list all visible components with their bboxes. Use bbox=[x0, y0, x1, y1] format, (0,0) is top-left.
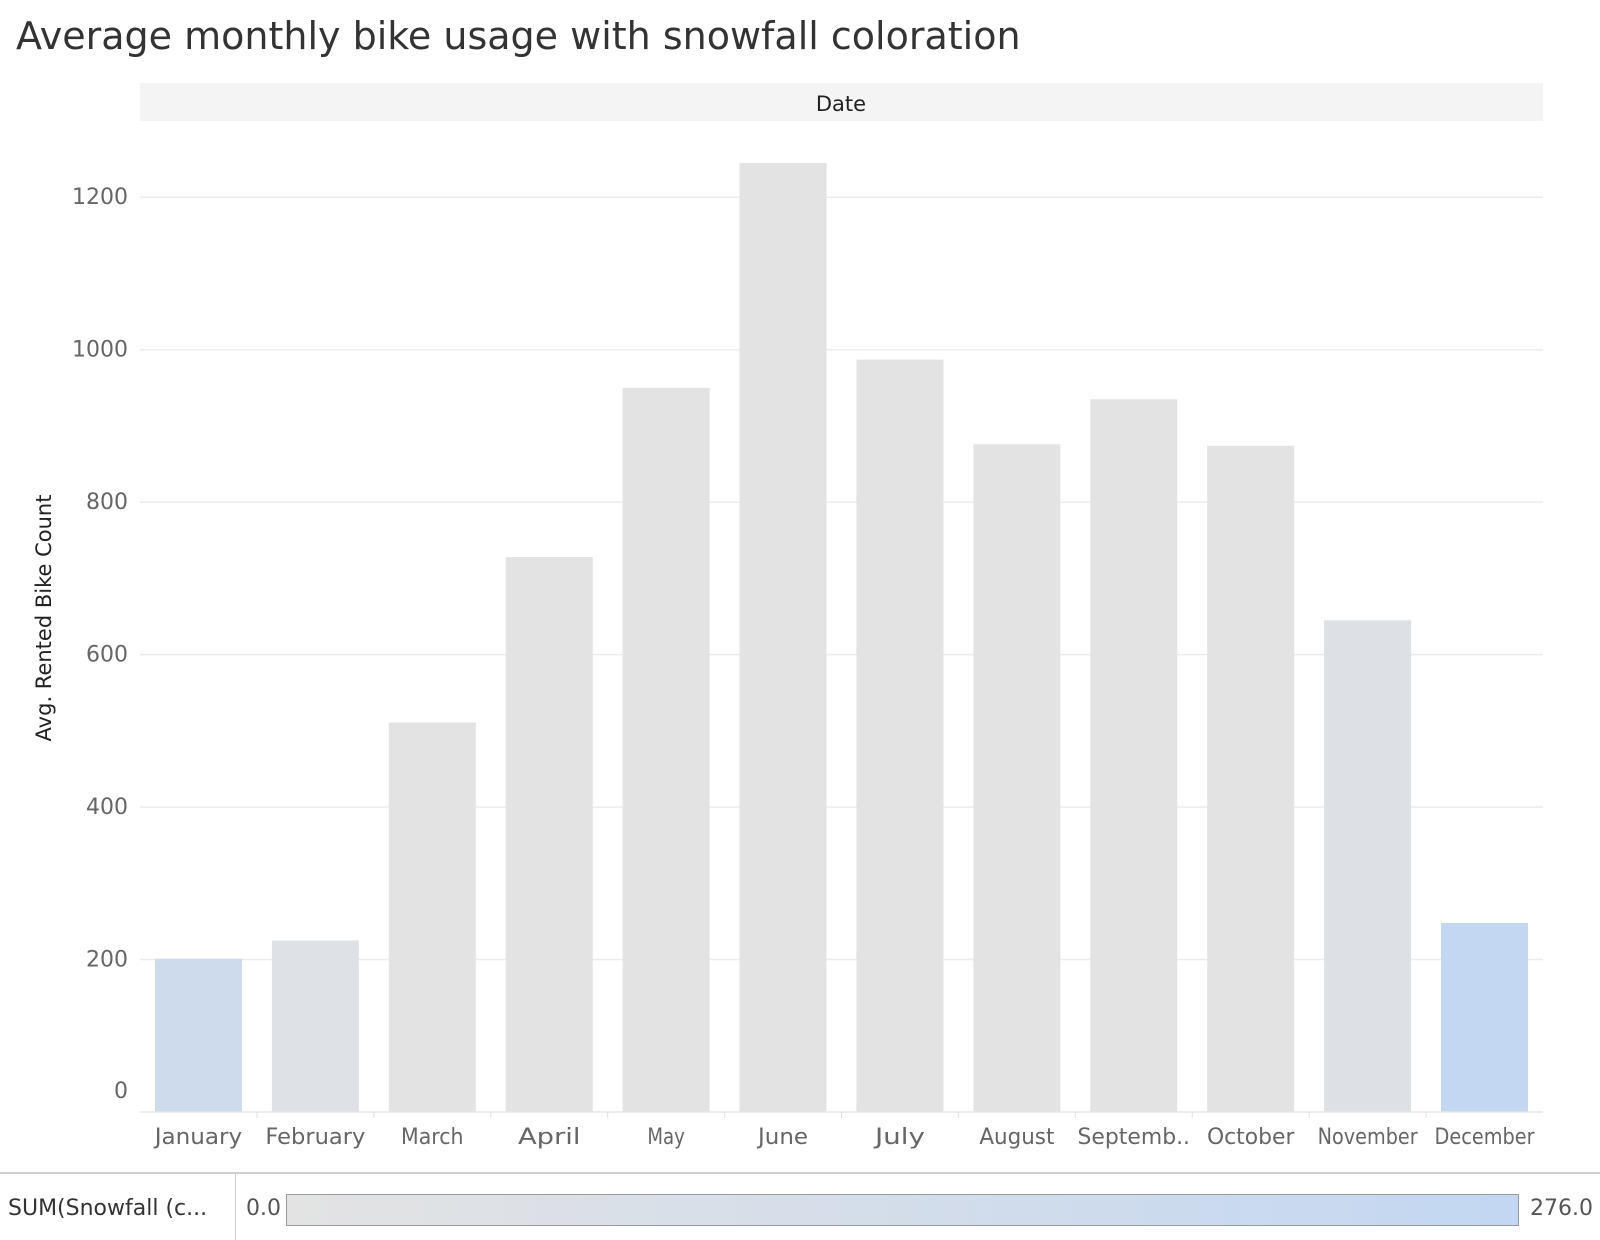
x-tick-label: December bbox=[1435, 1125, 1536, 1150]
legend-divider bbox=[235, 1174, 236, 1240]
x-tick-label: April bbox=[518, 1125, 581, 1150]
bar-chart: Date Avg. Rented Bike Count 0 200 400 600 80… bbox=[32, 83, 1543, 1150]
y-tick-label: 400 bbox=[86, 795, 128, 820]
color-legend: SUM(Snowfall (c... 0.0 276.0 bbox=[0, 1172, 1600, 1240]
y-tick-label: 0 bbox=[114, 1079, 128, 1104]
bar-june[interactable] bbox=[739, 162, 827, 1112]
y-tick-label: 200 bbox=[86, 948, 128, 973]
bar-july[interactable] bbox=[856, 359, 944, 1112]
y-tick-label: 1200 bbox=[72, 185, 128, 210]
x-tick-label: November bbox=[1318, 1125, 1419, 1150]
legend-field-label: SUM(Snowfall (c... bbox=[8, 1196, 208, 1221]
bar-october[interactable] bbox=[1207, 445, 1295, 1113]
x-tick-label: October bbox=[1207, 1125, 1295, 1150]
bar-april[interactable] bbox=[505, 557, 593, 1112]
bar-january[interactable] bbox=[154, 958, 242, 1112]
bar-february[interactable] bbox=[271, 940, 359, 1112]
bar-december[interactable] bbox=[1441, 922, 1529, 1112]
x-tick-label: Septemb.. bbox=[1078, 1125, 1191, 1150]
legend-color-ramp bbox=[286, 1194, 1519, 1226]
y-axis-label: Avg. Rented Bike Count bbox=[32, 495, 56, 742]
x-tick-label: January bbox=[153, 1125, 243, 1150]
bar-august[interactable] bbox=[973, 444, 1061, 1112]
bar-septemb[interactable] bbox=[1090, 399, 1178, 1112]
bar-november[interactable] bbox=[1324, 620, 1412, 1112]
column-header-date: Date bbox=[816, 92, 866, 116]
column-header-band bbox=[140, 83, 1543, 121]
y-tick-label: 1000 bbox=[72, 338, 128, 363]
y-tick-label: 800 bbox=[86, 490, 128, 515]
x-tick-label: July bbox=[872, 1125, 925, 1150]
x-tick-label: March bbox=[401, 1125, 464, 1150]
x-tick-label: June bbox=[756, 1125, 808, 1150]
y-tick-label: 600 bbox=[86, 643, 128, 668]
bar-may[interactable] bbox=[622, 387, 710, 1112]
legend-min-value: 0.0 bbox=[246, 1196, 281, 1221]
x-tick-label: August bbox=[979, 1125, 1054, 1150]
chart-title: Average monthly bike usage with snowfall… bbox=[16, 14, 1021, 58]
legend-max-value: 276.0 bbox=[1530, 1196, 1593, 1221]
x-tick-label: February bbox=[265, 1125, 365, 1150]
x-tick-label: May bbox=[647, 1125, 685, 1150]
bar-march[interactable] bbox=[388, 722, 476, 1112]
